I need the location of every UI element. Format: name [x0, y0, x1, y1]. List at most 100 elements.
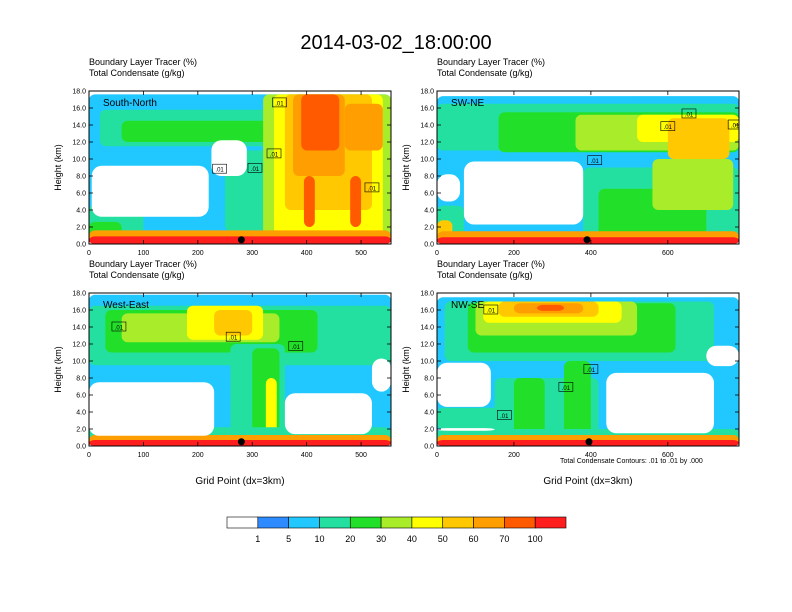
panel-header-2: Total Condensate (g/kg): [89, 68, 185, 78]
contour-label-2: .01: [731, 124, 740, 130]
y-tick-label: 12.0: [72, 140, 86, 147]
colorbar-label: 20: [345, 534, 355, 544]
y-tick-label: 10.0: [72, 359, 86, 366]
y-axis-label: Height (km): [401, 144, 411, 191]
colorbar-label: 50: [438, 534, 448, 544]
clear-region-1: [463, 161, 584, 225]
tracer-band-14: [350, 176, 362, 227]
contour-label-box-4: [587, 155, 603, 165]
y-tick-label: 0.0: [76, 444, 86, 451]
panel-header-1: Boundary Layer Tracer (%): [437, 259, 545, 269]
contour-label-box-4: [583, 364, 599, 374]
colorbar-label: 5: [286, 534, 291, 544]
plot-frame: [436, 90, 740, 245]
tracer-band-12: [344, 103, 383, 151]
x-tick-label: 100: [138, 452, 150, 459]
colorbar-label: 10: [314, 534, 324, 544]
y-tick-label: 0.0: [424, 444, 434, 451]
clear-region-2: [211, 140, 247, 176]
contour-label-box-1: [483, 304, 499, 315]
contour-label-1: .01: [685, 112, 694, 118]
x-tick-label: 300: [246, 250, 258, 257]
tracer-band-8: [537, 304, 564, 311]
tracer-band-9: [265, 378, 277, 438]
contour-label-box-1: [681, 108, 697, 119]
tracer-band-12: [437, 407, 503, 429]
colorbar-swatch: [411, 516, 444, 529]
y-tick-label: 18.0: [420, 89, 434, 96]
x-tick-label: 0: [435, 452, 439, 459]
contour-label-box-1: [272, 97, 287, 108]
panel-header-2: Total Condensate (g/kg): [437, 270, 533, 280]
tracer-band-10: [513, 378, 545, 438]
x-tick-label: 400: [301, 452, 313, 459]
contour-label-box-1: [111, 321, 127, 332]
y-tick-label: 4.0: [424, 208, 434, 215]
y-tick-label: 12.0: [72, 342, 86, 349]
y-tick-label: 16.0: [420, 308, 434, 315]
y-tick-label: 14.0: [72, 123, 86, 130]
y-tick-label: 4.0: [424, 410, 434, 417]
section-label: West-East: [103, 300, 149, 311]
clear-region-4: [706, 345, 739, 367]
tracer-band-9: [652, 159, 734, 210]
colorbar-label: 100: [528, 534, 543, 544]
x-tick-label: 400: [301, 250, 313, 257]
x-tick-label: 200: [192, 452, 204, 459]
y-tick-label: 16.0: [72, 308, 86, 315]
x-tick-label: 500: [355, 452, 367, 459]
contour-label-3: .01: [292, 345, 301, 351]
panel-header-1: Boundary Layer Tracer (%): [437, 57, 545, 67]
y-tick-label: 12.0: [420, 140, 434, 147]
y-tick-label: 10.0: [420, 157, 434, 164]
chart-panel-1: Boundary Layer Tracer (%)Total Condensat…: [53, 57, 392, 257]
contour-note: Total Condensate Contours: .01 to .01 by…: [560, 458, 703, 465]
contour-label-box-3: [288, 341, 304, 351]
y-tick-label: 4.0: [76, 410, 86, 417]
y-tick-label: 0.0: [76, 242, 86, 249]
colorbar-swatch: [226, 516, 259, 529]
panel-header-1: Boundary Layer Tracer (%): [89, 57, 197, 67]
colorbar-label: 40: [407, 534, 417, 544]
y-tick-label: 8.0: [424, 174, 434, 181]
tracer-band-6: [667, 118, 730, 159]
x-tick-label: 200: [508, 452, 520, 459]
y-tick-label: 6.0: [424, 393, 434, 400]
x-tick-label: 200: [192, 250, 204, 257]
plot-frame: [88, 90, 392, 245]
panel-header-2: Total Condensate (g/kg): [89, 270, 185, 280]
contour-label-4: .01: [251, 167, 260, 173]
panel-header-2: Total Condensate (g/kg): [437, 68, 533, 78]
contour-label-2: .01: [229, 336, 238, 342]
contour-label-5: .01: [368, 186, 377, 192]
clear-region-2: [437, 174, 461, 202]
location-marker: [583, 236, 591, 244]
tracer-band-6: [214, 310, 253, 336]
colorbar-swatch: [442, 516, 474, 529]
colorbar-swatch: [504, 516, 536, 529]
clear-region-3: [371, 358, 391, 392]
clear-region-1: [91, 165, 209, 217]
heatmap-field: .01 .01 .01 .01: [437, 91, 740, 244]
colorbar-swatch: [257, 516, 289, 529]
x-tick-label: 0: [435, 250, 439, 257]
contour-label-box-2: [558, 382, 574, 392]
colorbar-label: 30: [376, 534, 386, 544]
x-tick-label: 0: [87, 250, 91, 257]
panel-header-1: Boundary Layer Tracer (%): [89, 259, 197, 269]
section-label: NW-SE: [451, 300, 484, 311]
clear-region-1: [89, 382, 215, 436]
location-marker: [585, 438, 593, 446]
y-tick-label: 8.0: [424, 376, 434, 383]
y-tick-label: 16.0: [420, 106, 434, 113]
x-tick-label: 600: [662, 452, 674, 459]
contour-label-3: .01: [500, 414, 509, 420]
y-tick-label: 14.0: [420, 325, 434, 332]
plot-frame: [436, 292, 740, 447]
clear-region-2: [284, 393, 372, 435]
y-tick-label: 14.0: [420, 123, 434, 130]
y-tick-label: 2.0: [424, 427, 434, 434]
contour-label-box-5: [364, 182, 380, 193]
location-marker: [237, 236, 245, 244]
